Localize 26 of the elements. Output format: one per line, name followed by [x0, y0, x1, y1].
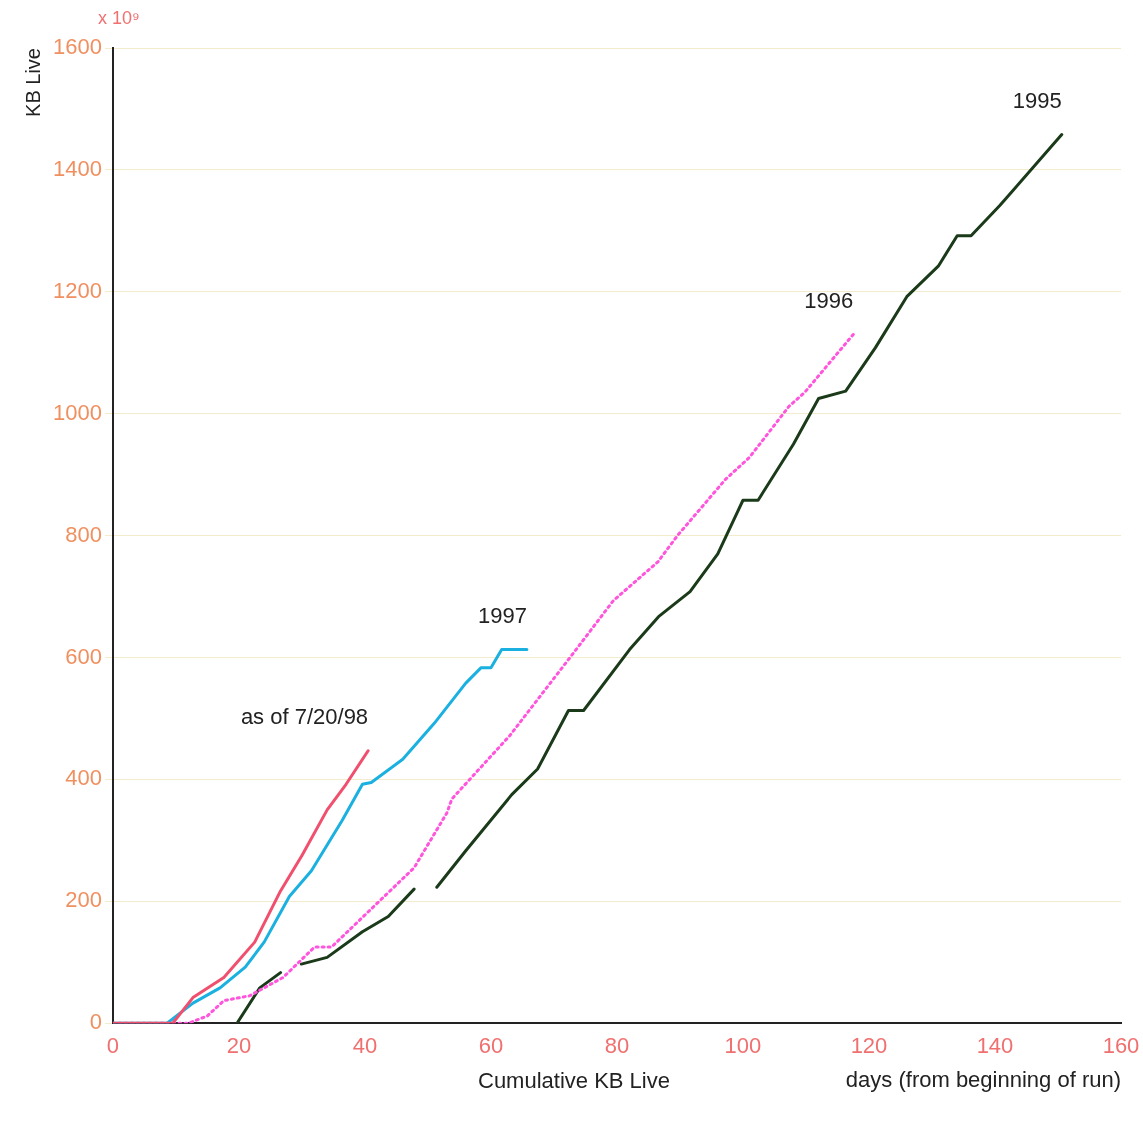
x-tick-label: 60 — [478, 1033, 504, 1059]
series-label: 1996 — [804, 287, 854, 313]
text: Cumulative KB Live — [478, 1068, 670, 1094]
y-axis-title: KB Live — [21, 48, 44, 117]
x-tick-label: 20 — [226, 1033, 252, 1059]
x-tick-label: 80 — [604, 1033, 630, 1059]
x-axis-title: days (from beginning of run) — [845, 1066, 1121, 1092]
y-tick-label: 1200 — [52, 277, 102, 303]
x-tick-label: 160 — [1102, 1033, 1140, 1059]
y-tick-label: 1600 — [52, 34, 102, 60]
y-tick-label: 200 — [65, 887, 102, 913]
x-tick-label: 120 — [850, 1033, 888, 1059]
x-tick-label: 0 — [106, 1033, 120, 1059]
series-label: 1995 — [1012, 87, 1062, 113]
y-tick-label: 1400 — [52, 155, 102, 181]
series-label: 1997 — [477, 602, 527, 628]
y-tick-label: 400 — [65, 765, 102, 791]
x-tick-label: 40 — [352, 1033, 378, 1059]
series-label: as of 7/20/98 — [240, 703, 369, 729]
y-tick-label: 0 — [89, 1009, 102, 1035]
x-tick-label: 140 — [976, 1033, 1014, 1059]
y-tick-label: 600 — [65, 643, 102, 669]
y-tick-label: 800 — [65, 521, 102, 547]
text: x 10⁹ — [98, 8, 140, 29]
x-tick-label: 100 — [724, 1033, 762, 1059]
y-tick-label: 1000 — [52, 399, 102, 425]
